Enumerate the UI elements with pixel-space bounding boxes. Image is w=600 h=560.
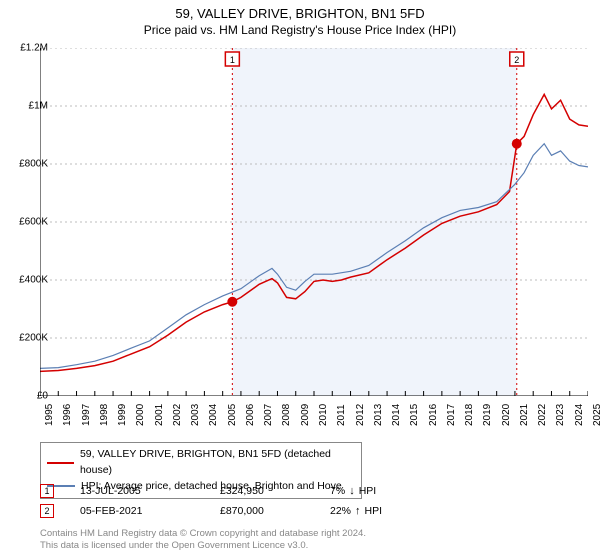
chart-container: 59, VALLEY DRIVE, BRIGHTON, BN1 5FD Pric…: [0, 0, 600, 560]
x-tick-label: 2017: [446, 404, 457, 426]
svg-text:2: 2: [514, 55, 519, 65]
x-tick-label: 2008: [281, 404, 292, 426]
x-tick-label: 2013: [373, 404, 384, 426]
x-tick-label: 2020: [501, 404, 512, 426]
x-tick-label: 1996: [62, 404, 73, 426]
sale-pct: 7% ↓ HPI: [330, 485, 460, 497]
x-tick-label: 2009: [300, 404, 311, 426]
y-tick-label: £1M: [4, 101, 48, 112]
arrow-down-icon: ↓: [349, 485, 355, 497]
x-tick-label: 2019: [482, 404, 493, 426]
y-tick-label: £600K: [4, 217, 48, 228]
chart-svg: 12: [40, 48, 588, 396]
sale-pct: 22% ↑ HPI: [330, 505, 460, 517]
sale-price: £870,000: [220, 505, 330, 517]
y-tick-label: £400K: [4, 275, 48, 286]
sale-marker-icon: 2: [40, 504, 54, 518]
x-tick-label: 2012: [355, 404, 366, 426]
sale-marker-icon: 1: [40, 484, 54, 498]
x-tick-label: 2011: [336, 404, 347, 426]
x-tick-label: 2005: [227, 404, 238, 426]
title-subtitle: Price paid vs. HM Land Registry's House …: [0, 23, 600, 37]
svg-text:1: 1: [230, 55, 235, 65]
sale-row-2: 2 05-FEB-2021 £870,000 22% ↑ HPI: [40, 504, 460, 518]
x-tick-label: 2010: [318, 404, 329, 426]
x-tick-label: 2024: [574, 404, 585, 426]
x-tick-label: 2004: [208, 404, 219, 426]
sales-rows: 1 13-JUL-2005 £324,950 7% ↓ HPI 2 05-FEB…: [40, 484, 460, 524]
x-tick-label: 2007: [263, 404, 274, 426]
x-tick-label: 2023: [555, 404, 566, 426]
x-tick-label: 2018: [464, 404, 475, 426]
x-tick-label: 2014: [391, 404, 402, 426]
sale-row-1: 1 13-JUL-2005 £324,950 7% ↓ HPI: [40, 484, 460, 498]
x-tick-label: 2022: [537, 404, 548, 426]
x-tick-label: 2016: [428, 404, 439, 426]
y-tick-label: £0: [4, 391, 48, 402]
legend-item-property: 59, VALLEY DRIVE, BRIGHTON, BN1 5FD (det…: [47, 447, 355, 479]
footer-line1: Contains HM Land Registry data © Crown c…: [40, 528, 366, 540]
x-tick-label: 2000: [135, 404, 146, 426]
x-tick-label: 2003: [190, 404, 201, 426]
x-tick-label: 2025: [592, 404, 600, 426]
x-tick-label: 2021: [519, 404, 530, 426]
legend-label: 59, VALLEY DRIVE, BRIGHTON, BN1 5FD (det…: [80, 447, 355, 479]
sale-price: £324,950: [220, 485, 330, 497]
x-tick-label: 1995: [44, 404, 55, 426]
sale-date: 05-FEB-2021: [80, 505, 220, 517]
x-tick-label: 2001: [154, 404, 165, 426]
chart-area: 12: [40, 48, 588, 396]
x-tick-label: 2015: [409, 404, 420, 426]
title-block: 59, VALLEY DRIVE, BRIGHTON, BN1 5FD Pric…: [0, 0, 600, 37]
footer: Contains HM Land Registry data © Crown c…: [40, 528, 366, 553]
legend-swatch: [47, 462, 74, 464]
title-address: 59, VALLEY DRIVE, BRIGHTON, BN1 5FD: [0, 6, 600, 21]
y-tick-label: £200K: [4, 333, 48, 344]
arrow-up-icon: ↑: [355, 505, 361, 517]
x-tick-label: 2006: [245, 404, 256, 426]
x-tick-label: 2002: [172, 404, 183, 426]
y-tick-label: £800K: [4, 159, 48, 170]
sale-date: 13-JUL-2005: [80, 485, 220, 497]
y-tick-label: £1.2M: [4, 43, 48, 54]
x-tick-label: 1998: [99, 404, 110, 426]
x-tick-label: 1997: [81, 404, 92, 426]
footer-line2: This data is licensed under the Open Gov…: [40, 540, 366, 552]
x-tick-label: 1999: [117, 404, 128, 426]
